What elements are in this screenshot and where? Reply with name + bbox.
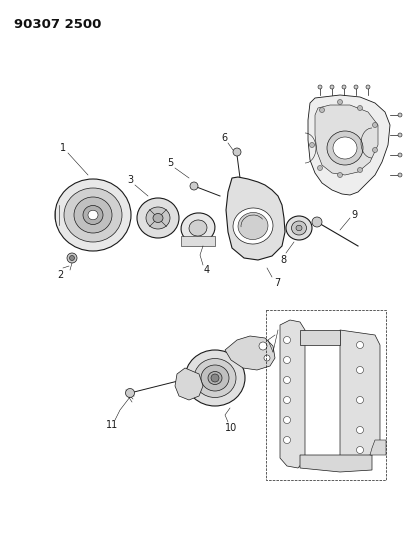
Circle shape — [264, 355, 270, 361]
Circle shape — [211, 374, 219, 382]
Text: 90307 2500: 90307 2500 — [14, 18, 101, 31]
Ellipse shape — [286, 216, 312, 240]
Circle shape — [337, 173, 342, 177]
Circle shape — [284, 397, 290, 403]
Ellipse shape — [181, 213, 215, 243]
Circle shape — [342, 85, 346, 89]
Circle shape — [357, 367, 364, 374]
Circle shape — [357, 397, 364, 403]
Circle shape — [398, 113, 402, 117]
Ellipse shape — [201, 365, 229, 391]
Polygon shape — [226, 177, 285, 260]
Circle shape — [357, 106, 362, 110]
Ellipse shape — [64, 188, 122, 242]
Text: 4: 4 — [204, 265, 210, 275]
Ellipse shape — [189, 220, 207, 236]
Text: 11: 11 — [106, 420, 118, 430]
Polygon shape — [225, 336, 275, 370]
Text: 7: 7 — [274, 278, 280, 288]
Circle shape — [67, 253, 77, 263]
Ellipse shape — [327, 131, 363, 165]
Circle shape — [69, 255, 75, 261]
Circle shape — [284, 357, 290, 364]
Circle shape — [284, 336, 290, 343]
Circle shape — [312, 217, 322, 227]
Circle shape — [310, 142, 315, 148]
Circle shape — [373, 148, 377, 152]
Circle shape — [366, 85, 370, 89]
Circle shape — [398, 133, 402, 137]
Circle shape — [337, 100, 342, 104]
Ellipse shape — [153, 214, 163, 222]
Polygon shape — [280, 320, 305, 468]
Circle shape — [190, 182, 198, 190]
Ellipse shape — [333, 137, 357, 159]
Circle shape — [330, 85, 334, 89]
Ellipse shape — [238, 213, 268, 239]
Circle shape — [357, 167, 362, 173]
Text: 6: 6 — [221, 133, 227, 143]
Circle shape — [284, 416, 290, 424]
Polygon shape — [370, 440, 386, 455]
Ellipse shape — [83, 206, 103, 224]
Circle shape — [373, 123, 377, 127]
Circle shape — [398, 173, 402, 177]
Circle shape — [357, 426, 364, 433]
Circle shape — [259, 342, 267, 350]
Polygon shape — [315, 105, 378, 175]
Text: 5: 5 — [167, 158, 173, 168]
Circle shape — [126, 389, 135, 398]
Text: 1: 1 — [60, 143, 66, 153]
Polygon shape — [181, 236, 215, 246]
Circle shape — [354, 85, 358, 89]
Text: 2: 2 — [57, 270, 63, 280]
Ellipse shape — [194, 359, 236, 398]
Circle shape — [398, 153, 402, 157]
Ellipse shape — [291, 221, 306, 235]
Ellipse shape — [185, 350, 245, 406]
Circle shape — [284, 437, 290, 443]
Polygon shape — [340, 330, 380, 458]
Ellipse shape — [88, 210, 98, 220]
Polygon shape — [300, 330, 340, 345]
Polygon shape — [300, 455, 372, 472]
Ellipse shape — [55, 179, 131, 251]
Polygon shape — [175, 368, 203, 400]
Text: 10: 10 — [225, 423, 237, 433]
Ellipse shape — [233, 208, 273, 244]
Text: 8: 8 — [280, 255, 286, 265]
Circle shape — [357, 342, 364, 349]
Circle shape — [318, 85, 322, 89]
Ellipse shape — [296, 225, 302, 231]
Text: 3: 3 — [127, 175, 133, 185]
Ellipse shape — [74, 197, 112, 233]
Circle shape — [357, 447, 364, 454]
Text: 9: 9 — [351, 210, 357, 220]
Circle shape — [284, 376, 290, 384]
Ellipse shape — [137, 198, 179, 238]
Circle shape — [319, 108, 324, 112]
Circle shape — [317, 166, 322, 171]
Circle shape — [233, 148, 241, 156]
Ellipse shape — [208, 372, 222, 384]
Ellipse shape — [146, 207, 170, 229]
Polygon shape — [308, 95, 390, 195]
